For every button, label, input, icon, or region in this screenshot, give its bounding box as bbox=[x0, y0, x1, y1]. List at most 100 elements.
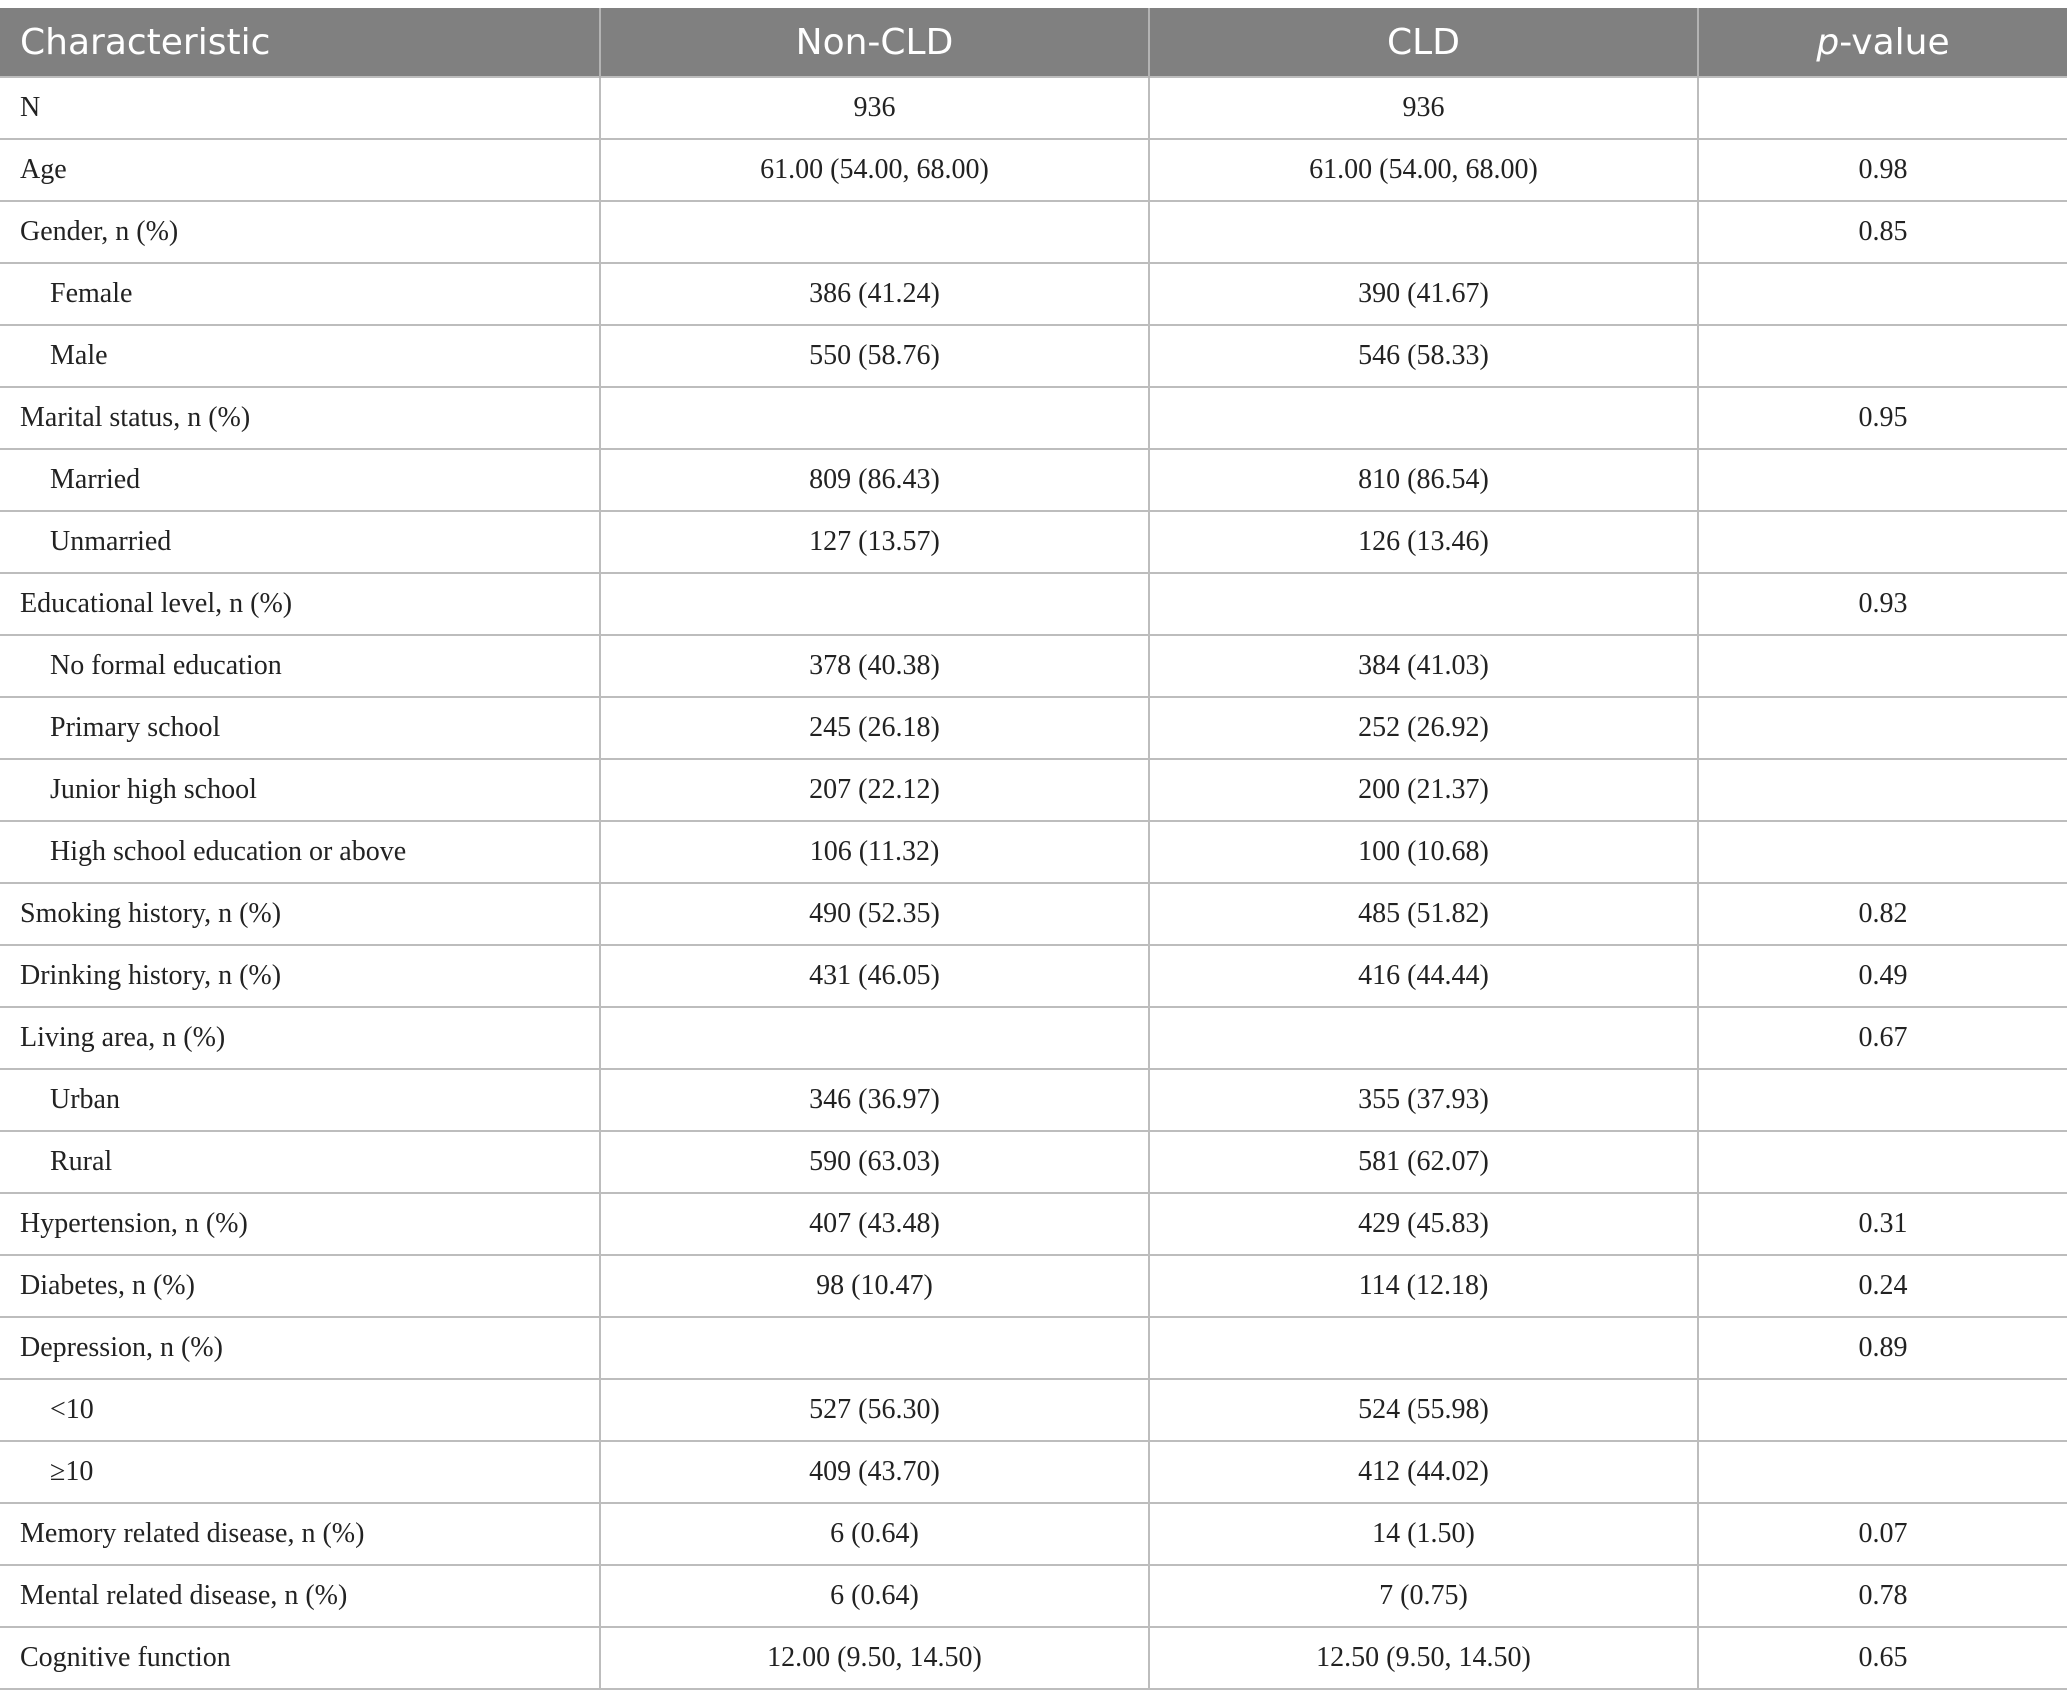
row-cld-value: 12.50 (9.50, 14.50) bbox=[1149, 1627, 1699, 1690]
row-label: Age bbox=[0, 139, 601, 202]
table-row: Hypertension, n (%) 407 (43.48) 429 (45.83… bbox=[0, 1193, 2067, 1256]
row-cld-value: 384 (41.03) bbox=[1149, 635, 1699, 698]
row-label: Primary school bbox=[0, 697, 601, 760]
table-row: Urban 346 (36.97) 355 (37.93) bbox=[0, 1069, 2067, 1132]
row-non-cld-value: 386 (41.24) bbox=[600, 263, 1150, 326]
table-row: Gender, n (%) 0.85 bbox=[0, 201, 2067, 264]
row-cld-value bbox=[1149, 387, 1699, 450]
row-p-value: 0.82 bbox=[1698, 883, 2067, 946]
row-p-value: 0.24 bbox=[1698, 1255, 2067, 1318]
table-row: Memory related disease, n (%) 6 (0.64) 14 … bbox=[0, 1503, 2067, 1566]
table-body: N 936 936 Age 61.00 (54.00, 68.00) 61.00 (54.… bbox=[0, 76, 2067, 1690]
row-cld-value bbox=[1149, 1007, 1699, 1070]
row-cld-value bbox=[1149, 1317, 1699, 1380]
row-cld-value: 416 (44.44) bbox=[1149, 945, 1699, 1008]
header-characteristic: Characteristic bbox=[0, 8, 601, 77]
row-p-value bbox=[1698, 76, 2067, 140]
row-label: Smoking history, n (%) bbox=[0, 883, 601, 946]
row-non-cld-value bbox=[600, 1007, 1150, 1070]
row-label: ≥10 bbox=[0, 1441, 601, 1504]
row-cld-value: 126 (13.46) bbox=[1149, 511, 1699, 574]
row-p-value: 0.93 bbox=[1698, 573, 2067, 636]
table-header: Characteristic Non-CLD CLD p-value bbox=[0, 8, 2067, 77]
row-label: Depression, n (%) bbox=[0, 1317, 601, 1380]
row-p-value: 0.07 bbox=[1698, 1503, 2067, 1566]
row-non-cld-value: 490 (52.35) bbox=[600, 883, 1150, 946]
row-non-cld-value: 431 (46.05) bbox=[600, 945, 1150, 1008]
table-row: Diabetes, n (%) 98 (10.47) 114 (12.18) 0.24 bbox=[0, 1255, 2067, 1318]
row-non-cld-value: 245 (26.18) bbox=[600, 697, 1150, 760]
characteristics-table: Characteristic Non-CLD CLD p-value N 936 9… bbox=[0, 8, 2067, 1690]
header-p-suffix: -value bbox=[1839, 21, 1950, 63]
row-cld-value: 429 (45.83) bbox=[1149, 1193, 1699, 1256]
row-cld-value: 252 (26.92) bbox=[1149, 697, 1699, 760]
row-cld-value: 61.00 (54.00, 68.00) bbox=[1149, 139, 1699, 202]
table-container: Characteristic Non-CLD CLD p-value N 936 9… bbox=[0, 8, 2067, 1690]
table-row: Age 61.00 (54.00, 68.00) 61.00 (54.00, 68.… bbox=[0, 139, 2067, 202]
row-label: Drinking history, n (%) bbox=[0, 945, 601, 1008]
row-p-value: 0.65 bbox=[1698, 1627, 2067, 1690]
table-row: Cognitive function 12.00 (9.50, 14.50) 12.… bbox=[0, 1627, 2067, 1690]
row-cld-value: 810 (86.54) bbox=[1149, 449, 1699, 512]
row-label: Unmarried bbox=[0, 511, 601, 574]
table-row: Depression, n (%) 0.89 bbox=[0, 1317, 2067, 1380]
table-row: Marital status, n (%) 0.95 bbox=[0, 387, 2067, 450]
row-non-cld-value: 809 (86.43) bbox=[600, 449, 1150, 512]
row-p-value bbox=[1698, 511, 2067, 574]
row-p-value bbox=[1698, 759, 2067, 822]
header-p-value: p-value bbox=[1698, 8, 2067, 77]
table-row: Mental related disease, n (%) 6 (0.64) 7 (… bbox=[0, 1565, 2067, 1628]
row-non-cld-value bbox=[600, 387, 1150, 450]
table-row: Male 550 (58.76) 546 (58.33) bbox=[0, 325, 2067, 388]
row-cld-value: 7 (0.75) bbox=[1149, 1565, 1699, 1628]
row-non-cld-value: 98 (10.47) bbox=[600, 1255, 1150, 1318]
row-non-cld-value: 6 (0.64) bbox=[600, 1565, 1150, 1628]
row-cld-value: 412 (44.02) bbox=[1149, 1441, 1699, 1504]
row-non-cld-value bbox=[600, 201, 1150, 264]
table-row: Unmarried 127 (13.57) 126 (13.46) bbox=[0, 511, 2067, 574]
row-label: Educational level, n (%) bbox=[0, 573, 601, 636]
table-row: ≥10 409 (43.70) 412 (44.02) bbox=[0, 1441, 2067, 1504]
row-cld-value: 390 (41.67) bbox=[1149, 263, 1699, 326]
row-label: N bbox=[0, 76, 601, 140]
row-p-value: 0.67 bbox=[1698, 1007, 2067, 1070]
row-p-value bbox=[1698, 325, 2067, 388]
row-p-value bbox=[1698, 635, 2067, 698]
header-row: Characteristic Non-CLD CLD p-value bbox=[0, 8, 2067, 77]
table-row: No formal education 378 (40.38) 384 (41.03… bbox=[0, 635, 2067, 698]
row-p-value bbox=[1698, 1131, 2067, 1194]
row-non-cld-value: 407 (43.48) bbox=[600, 1193, 1150, 1256]
row-p-value: 0.95 bbox=[1698, 387, 2067, 450]
row-non-cld-value: 61.00 (54.00, 68.00) bbox=[600, 139, 1150, 202]
row-p-value bbox=[1698, 1379, 2067, 1442]
row-p-value bbox=[1698, 1441, 2067, 1504]
table-row: <10 527 (56.30) 524 (55.98) bbox=[0, 1379, 2067, 1442]
row-p-value bbox=[1698, 449, 2067, 512]
row-p-value: 0.98 bbox=[1698, 139, 2067, 202]
row-non-cld-value: 590 (63.03) bbox=[600, 1131, 1150, 1194]
row-cld-value: 200 (21.37) bbox=[1149, 759, 1699, 822]
row-label: No formal education bbox=[0, 635, 601, 698]
row-p-value: 0.31 bbox=[1698, 1193, 2067, 1256]
row-p-value: 0.78 bbox=[1698, 1565, 2067, 1628]
table-row: Drinking history, n (%) 431 (46.05) 416 (4… bbox=[0, 945, 2067, 1008]
row-non-cld-value: 127 (13.57) bbox=[600, 511, 1150, 574]
row-p-value: 0.49 bbox=[1698, 945, 2067, 1008]
table-row: N 936 936 bbox=[0, 76, 2067, 140]
row-non-cld-value: 550 (58.76) bbox=[600, 325, 1150, 388]
row-non-cld-value bbox=[600, 573, 1150, 636]
row-non-cld-value: 527 (56.30) bbox=[600, 1379, 1150, 1442]
header-p-prefix: p bbox=[1816, 21, 1840, 63]
row-p-value: 0.85 bbox=[1698, 201, 2067, 264]
row-p-value: 0.89 bbox=[1698, 1317, 2067, 1380]
row-label: Male bbox=[0, 325, 601, 388]
table-row: Smoking history, n (%) 490 (52.35) 485 (51… bbox=[0, 883, 2067, 946]
row-cld-value: 355 (37.93) bbox=[1149, 1069, 1699, 1132]
row-label: Marital status, n (%) bbox=[0, 387, 601, 450]
table-row: Primary school 245 (26.18) 252 (26.92) bbox=[0, 697, 2067, 760]
row-non-cld-value: 378 (40.38) bbox=[600, 635, 1150, 698]
row-label: <10 bbox=[0, 1379, 601, 1442]
header-non-cld: Non-CLD bbox=[600, 8, 1150, 77]
table-row: Junior high school 207 (22.12) 200 (21.37) bbox=[0, 759, 2067, 822]
row-cld-value: 546 (58.33) bbox=[1149, 325, 1699, 388]
